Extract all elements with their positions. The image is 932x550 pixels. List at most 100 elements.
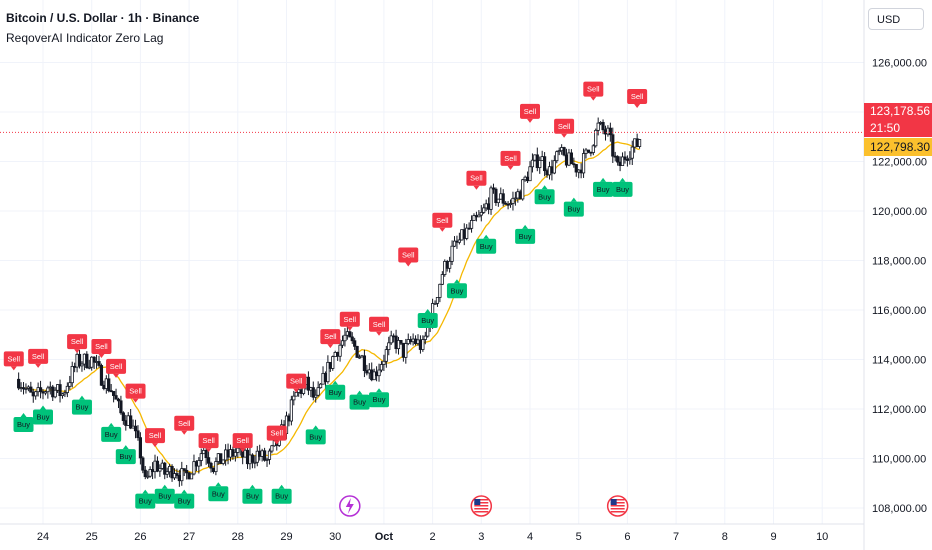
buy-signal-pointer [376, 388, 383, 393]
sell-signal-box [339, 311, 360, 327]
candle-body [557, 150, 561, 153]
sell-signal-pointer [634, 104, 641, 109]
buy-signal-pointer [122, 445, 129, 450]
buy-signal: Buy [135, 489, 156, 509]
buy-signal: Buy [325, 380, 346, 400]
sell-signal-pointer [527, 118, 533, 123]
candle-body [170, 466, 174, 479]
buy-signal-box [369, 392, 390, 408]
candle-body [350, 336, 354, 342]
sell-signal: Sell [91, 339, 112, 359]
candle-body [530, 159, 535, 168]
sell-signal: Sell [466, 170, 487, 190]
sell-signal-label: Sell [558, 122, 571, 131]
candle-body [63, 392, 67, 395]
sell-signal-box [125, 383, 146, 399]
candle-body [114, 395, 118, 400]
candle-body [77, 353, 82, 367]
sell-signal-label: Sell [32, 352, 45, 361]
signal-markers: Sell Buy Sell Buy Sell Buy Sell Sell Buy Sell Buy B… [3, 81, 648, 509]
buy-signal-pointer [40, 405, 46, 410]
candle-body [17, 378, 21, 389]
flag-stripe [474, 508, 489, 510]
us-flag-icon [606, 495, 629, 517]
buy-signal-pointer [249, 484, 256, 489]
x-tick-label: 2 [430, 531, 436, 543]
sell-signal-box [198, 433, 219, 449]
candle-body [29, 386, 33, 393]
sell-signal-label: Sell [470, 174, 483, 183]
flag-stripe [610, 499, 625, 501]
sell-signal-pointer [273, 440, 280, 445]
candle-body [250, 454, 255, 463]
sell-signal-pointer [132, 398, 139, 403]
candle-body [630, 146, 634, 159]
sell-signal-pointer [507, 165, 514, 170]
candle-body [448, 260, 452, 269]
buy-signal-pointer [600, 177, 607, 182]
sell-signal-box [320, 329, 341, 345]
buy-signal: Buy [349, 390, 370, 410]
x-tick-label: 6 [624, 531, 630, 543]
candle-body [311, 387, 315, 398]
sell-signal-box [466, 170, 487, 186]
candle-body [340, 340, 345, 346]
candle-body [318, 383, 323, 389]
sell-signal-box [28, 348, 49, 364]
flag-canton [610, 499, 617, 505]
candle-body [58, 384, 62, 397]
candle-body [92, 356, 96, 363]
sell-signal-label: Sell [202, 436, 215, 445]
x-tick-label: 9 [770, 531, 776, 543]
sell-signal-box [266, 425, 287, 441]
buy-signal-pointer [78, 395, 85, 400]
sell-signal-pointer [327, 344, 334, 349]
buy-signal-label: Buy [275, 492, 288, 501]
candle-body [267, 450, 272, 460]
x-tick-label: 10 [816, 531, 828, 543]
candle-body [236, 447, 240, 453]
candle-body [438, 283, 442, 298]
currency-button[interactable]: USD [868, 8, 924, 30]
candle-body [591, 145, 595, 153]
candle-body [404, 343, 408, 358]
candle-body [214, 461, 218, 473]
x-tick-label: 4 [527, 531, 533, 543]
candle-body [379, 364, 384, 371]
sell-signal-pointer [239, 448, 246, 453]
candle-body [112, 390, 116, 396]
buy-signal-pointer [356, 390, 363, 395]
buy-signal-label: Buy [178, 497, 191, 506]
sell-signal-pointer [561, 133, 568, 138]
candle-body [508, 203, 513, 205]
us-flag-icon [470, 495, 493, 517]
sell-signal: Sell [198, 433, 219, 453]
candle-body [331, 356, 335, 369]
candle-body [479, 211, 483, 216]
candle-body [182, 468, 186, 471]
candle-body [440, 274, 444, 285]
candle-body [158, 468, 162, 472]
buy-signal: Buy [563, 197, 584, 217]
buy-signal-box [563, 201, 584, 217]
candle-body [199, 453, 203, 461]
sell-signal-label: Sell [129, 387, 142, 396]
buy-signal-label: Buy [212, 489, 225, 498]
candle-body [97, 361, 101, 366]
buy-signal-label: Buy [17, 420, 30, 429]
buy-signal-pointer [483, 234, 490, 239]
buy-signal-pointer [424, 309, 431, 313]
candle-body [46, 387, 50, 393]
flag-canton [474, 499, 481, 505]
buy-signal-pointer [541, 185, 548, 190]
candle-body [452, 240, 457, 247]
buy-signal-label: Buy [480, 242, 493, 251]
last-price-tag: 123,178.56 21:50 [864, 103, 932, 137]
sell-signal-box [232, 433, 253, 449]
sell-signal-label: Sell [373, 320, 386, 329]
sell-signal-box [174, 415, 195, 431]
candle-body [353, 340, 357, 347]
sell-signal: Sell [67, 334, 88, 354]
